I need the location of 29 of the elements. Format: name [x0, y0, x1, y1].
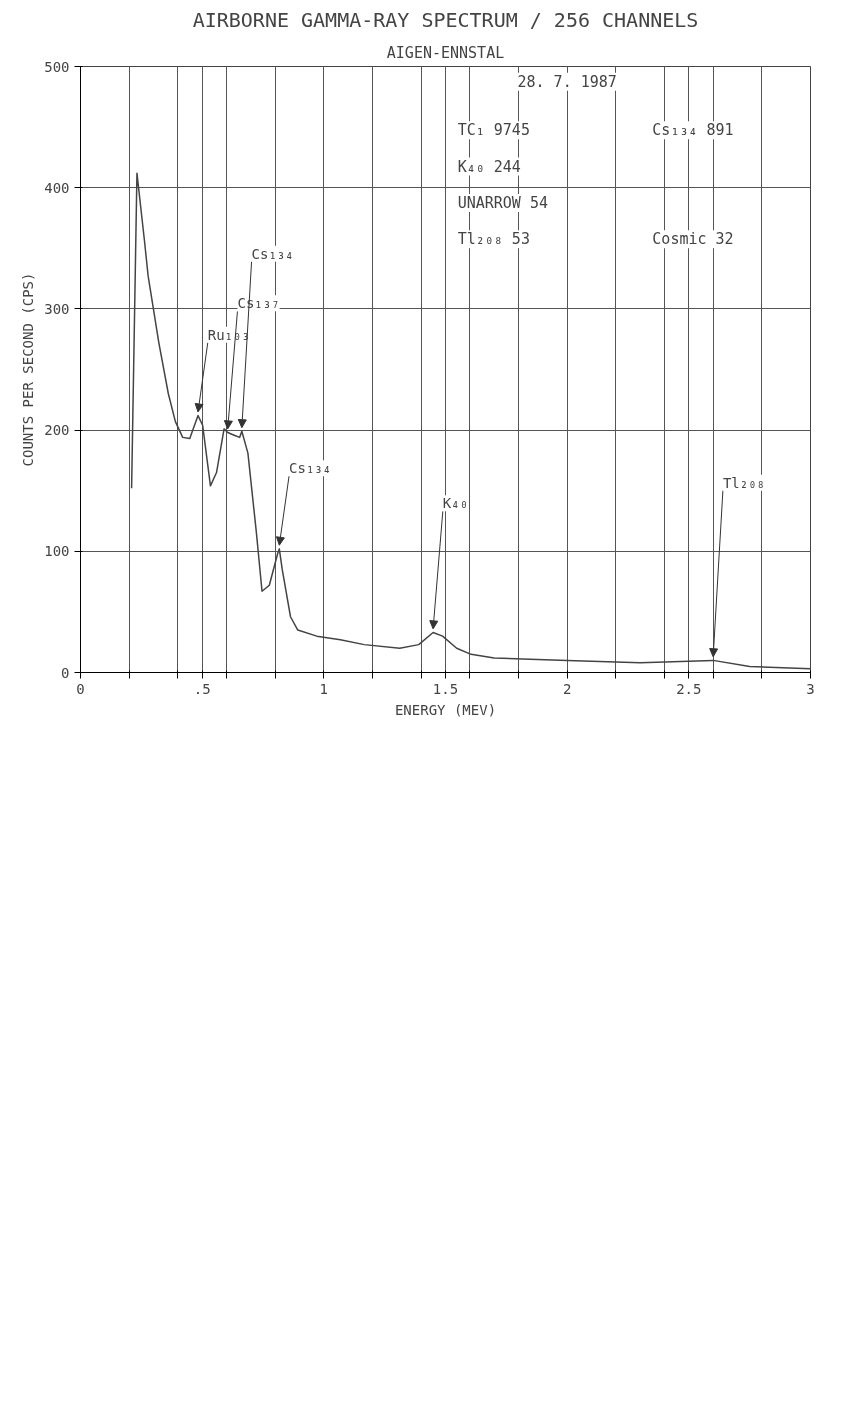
y-tick-label: 200 — [44, 422, 70, 439]
y-tick-label: 500 — [44, 58, 70, 75]
y-tick-label: 100 — [44, 543, 70, 560]
annotation: UNARROW 54 — [457, 193, 548, 212]
x-tick-label: 2 — [562, 680, 572, 697]
annotation: Cosmic 32 — [652, 230, 734, 249]
annotation: TC₁ 9745 — [457, 121, 530, 140]
y-axis-title: COUNTS PER SECOND (CPS) — [20, 272, 37, 467]
annotation: K₄₀ 244 — [457, 157, 521, 176]
annotation: K₄₀ — [442, 495, 469, 512]
annotation: Tl₂₀₈ 53 — [457, 230, 530, 249]
x-tick-label: 2.5 — [676, 680, 702, 697]
y-tick-label: 0 — [61, 664, 70, 681]
annotation: Cs₁₃₇ — [237, 295, 280, 312]
annotation: Cs₁₃₄ 891 — [652, 121, 734, 140]
y-tick-label: 300 — [44, 300, 70, 317]
x-tick-label: 3 — [806, 680, 815, 697]
annotation: Cs₁₃₄ — [289, 460, 332, 477]
annotation: Tl₂₀₈ — [722, 474, 766, 491]
x-tick-label: 1.5 — [432, 680, 459, 697]
annotation: 28. 7. 1987 — [517, 72, 617, 91]
x-axis-title: ENERGY (MEV) — [394, 701, 497, 718]
x-tick-label: 1 — [319, 680, 329, 697]
x-tick-label: .5 — [193, 680, 211, 697]
x-tick-label: 0 — [76, 680, 85, 697]
chart-subtitle: AIGEN-ENNSTAL — [386, 43, 505, 62]
y-tick-label: 400 — [44, 179, 70, 196]
chart-title: AIRBORNE GAMMA-RAY SPECTRUM / 256 CHANNELS — [192, 7, 699, 32]
annotation: Cs₁₃₄ — [251, 245, 294, 262]
